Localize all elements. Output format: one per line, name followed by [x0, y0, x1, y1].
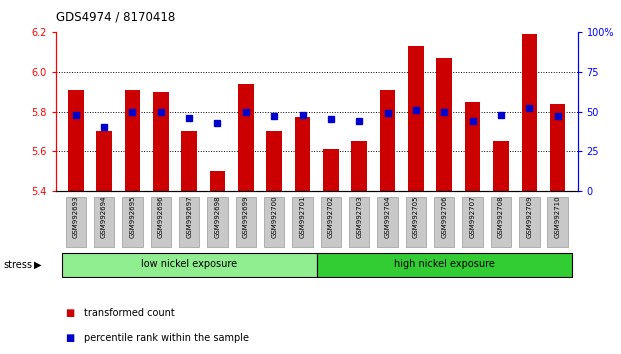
- Text: GSM992707: GSM992707: [469, 196, 476, 239]
- FancyBboxPatch shape: [349, 197, 369, 247]
- FancyBboxPatch shape: [519, 197, 540, 247]
- Bar: [210, 171, 225, 191]
- Text: low nickel exposure: low nickel exposure: [141, 259, 237, 269]
- Text: GSM992709: GSM992709: [527, 196, 532, 239]
- Text: high nickel exposure: high nickel exposure: [394, 259, 495, 269]
- FancyBboxPatch shape: [179, 197, 199, 247]
- FancyBboxPatch shape: [61, 253, 317, 276]
- FancyBboxPatch shape: [463, 197, 483, 247]
- FancyBboxPatch shape: [235, 197, 256, 247]
- Bar: [380, 90, 396, 191]
- FancyBboxPatch shape: [207, 197, 228, 247]
- FancyBboxPatch shape: [264, 197, 284, 247]
- Text: ▶: ▶: [34, 260, 42, 270]
- Bar: [351, 141, 367, 191]
- Text: stress: stress: [3, 260, 32, 270]
- Text: GSM992696: GSM992696: [158, 196, 164, 239]
- Text: GSM992703: GSM992703: [356, 196, 362, 239]
- Bar: [96, 131, 112, 191]
- Text: GSM992704: GSM992704: [384, 196, 391, 238]
- Text: GSM992695: GSM992695: [129, 196, 135, 238]
- Text: GSM992706: GSM992706: [442, 196, 447, 239]
- FancyBboxPatch shape: [491, 197, 511, 247]
- FancyBboxPatch shape: [122, 197, 143, 247]
- Bar: [125, 90, 140, 191]
- FancyBboxPatch shape: [292, 197, 313, 247]
- Text: ■: ■: [65, 308, 75, 318]
- Text: percentile rank within the sample: percentile rank within the sample: [84, 333, 249, 343]
- Text: GDS4974 / 8170418: GDS4974 / 8170418: [56, 10, 175, 23]
- Text: GSM992699: GSM992699: [243, 196, 249, 239]
- Bar: [68, 90, 84, 191]
- Bar: [550, 104, 566, 191]
- FancyBboxPatch shape: [317, 253, 572, 276]
- Bar: [323, 149, 338, 191]
- Text: GSM992693: GSM992693: [73, 196, 79, 239]
- Text: GSM992700: GSM992700: [271, 196, 277, 239]
- Text: GSM992694: GSM992694: [101, 196, 107, 238]
- FancyBboxPatch shape: [94, 197, 114, 247]
- Bar: [465, 102, 481, 191]
- FancyBboxPatch shape: [434, 197, 455, 247]
- Text: GSM992701: GSM992701: [299, 196, 306, 239]
- Bar: [522, 34, 537, 191]
- Text: ■: ■: [65, 333, 75, 343]
- Text: GSM992705: GSM992705: [413, 196, 419, 238]
- Bar: [238, 84, 253, 191]
- Text: transformed count: transformed count: [84, 308, 175, 318]
- Text: GSM992710: GSM992710: [555, 196, 561, 239]
- Bar: [437, 58, 452, 191]
- FancyBboxPatch shape: [66, 197, 86, 247]
- Text: GSM992708: GSM992708: [498, 196, 504, 239]
- FancyBboxPatch shape: [406, 197, 426, 247]
- FancyBboxPatch shape: [320, 197, 341, 247]
- Bar: [266, 131, 282, 191]
- FancyBboxPatch shape: [378, 197, 398, 247]
- Bar: [493, 141, 509, 191]
- Text: GSM992698: GSM992698: [214, 196, 220, 239]
- Bar: [408, 46, 424, 191]
- Bar: [153, 92, 168, 191]
- Bar: [181, 131, 197, 191]
- Text: GSM992697: GSM992697: [186, 196, 192, 239]
- FancyBboxPatch shape: [150, 197, 171, 247]
- Bar: [295, 118, 310, 191]
- FancyBboxPatch shape: [548, 197, 568, 247]
- Text: GSM992702: GSM992702: [328, 196, 334, 238]
